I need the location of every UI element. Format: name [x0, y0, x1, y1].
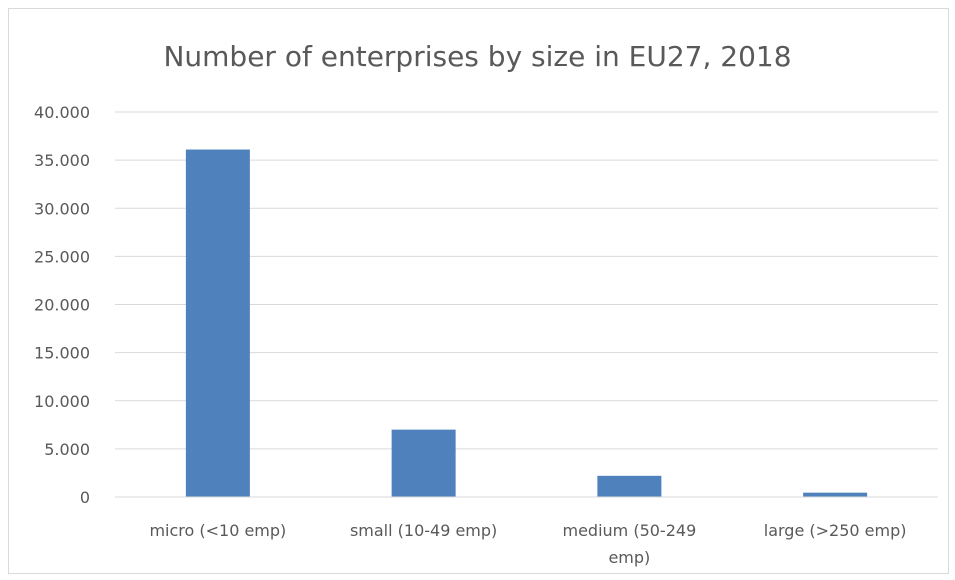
x-tick-label: large (>250 emp): [764, 521, 907, 540]
x-tick-label: small (10-49 emp): [350, 521, 497, 540]
y-tick-label: 15.000: [34, 344, 90, 363]
y-tick-label: 5.000: [44, 440, 90, 459]
bar: [597, 475, 662, 497]
y-tick-label: 0: [80, 488, 90, 507]
x-tick-label: emp): [608, 548, 650, 567]
chart-title: Number of enterprises by size in EU27, 2…: [163, 40, 792, 73]
chart-area: [8, 8, 949, 574]
y-tick-label: 40.000: [34, 103, 90, 122]
y-tick-label: 20.000: [34, 296, 90, 315]
y-tick-label: 25.000: [34, 247, 90, 266]
x-tick-label: medium (50-249: [562, 521, 696, 540]
x-tick-label: micro (<10 emp): [149, 521, 286, 540]
y-tick-label: 30.000: [34, 199, 90, 218]
bar: [391, 429, 456, 497]
bar: [803, 492, 868, 497]
bar: [185, 149, 250, 497]
y-tick-label: 10.000: [34, 392, 90, 411]
y-tick-label: 35.000: [34, 151, 90, 170]
